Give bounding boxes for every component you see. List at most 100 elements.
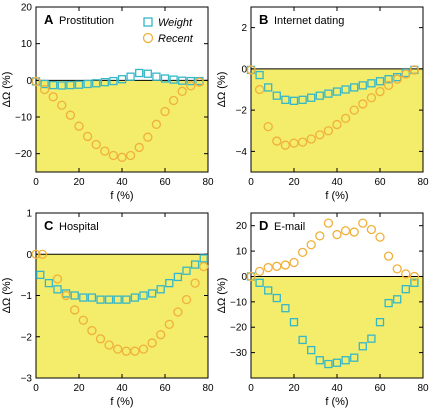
- recent-point: [392, 264, 402, 274]
- recent-point: [39, 84, 50, 95]
- panel-b: 0 20 40 60 80 −4 −2 0 2 f (%) ΔΩ (%) B Internet dati…: [216, 6, 429, 202]
- recent-point: [289, 257, 299, 268]
- x-tick-label: 60: [374, 177, 386, 188]
- recent-point: [358, 99, 368, 109]
- recent-point: [289, 138, 299, 148]
- weight-point: [156, 285, 165, 294]
- recent-point: [332, 229, 342, 240]
- x-tick-label: 80: [417, 383, 429, 394]
- x-tick-label: 40: [331, 383, 343, 394]
- series-recent: [31, 249, 209, 356]
- series-recent: [31, 76, 205, 162]
- weight-point: [83, 79, 92, 89]
- recent-point: [315, 231, 325, 241]
- recent-point: [186, 81, 196, 91]
- recent-point: [366, 224, 377, 235]
- recent-point: [323, 126, 334, 136]
- recent-point: [349, 105, 359, 115]
- recent-point: [280, 140, 291, 150]
- recent-point: [254, 266, 265, 277]
- weight-point: [367, 79, 376, 88]
- x-tick-label: 20: [288, 177, 300, 188]
- weight-point: [298, 95, 307, 104]
- weight-point: [255, 70, 264, 80]
- panel-letter: C: [44, 218, 54, 233]
- weight-point: [130, 293, 140, 302]
- weight-point: [289, 318, 299, 327]
- series-weight: [36, 254, 208, 304]
- recent-point: [349, 227, 359, 237]
- weight-point: [178, 76, 187, 85]
- y-tick-label: 0: [241, 272, 247, 283]
- weight-point: [350, 83, 359, 92]
- recent-point: [409, 65, 420, 75]
- panel-title: Hospital: [59, 221, 99, 233]
- recent-point: [340, 226, 351, 236]
- y-tick-label: 0: [26, 76, 32, 87]
- recent-point: [74, 121, 84, 131]
- weight-point: [79, 293, 88, 302]
- y-axis-label: ΔΩ (%): [1, 72, 13, 108]
- weight-point: [264, 286, 273, 295]
- weight-point: [358, 342, 367, 351]
- panel-title: Prostitution: [59, 15, 114, 27]
- recent-point: [130, 346, 140, 356]
- weight-point: [315, 356, 324, 365]
- weight-point: [384, 75, 393, 84]
- weight-point: [135, 68, 144, 78]
- panel-title: Internet dating: [274, 15, 344, 27]
- weight-point: [186, 76, 195, 86]
- recent-point: [401, 269, 411, 279]
- recent-point: [70, 305, 80, 315]
- recent-point: [297, 247, 308, 257]
- legend: Weight Recent: [142, 17, 194, 45]
- y-tick-label: −1: [21, 291, 33, 302]
- weight-point: [100, 78, 109, 87]
- weight-point: [307, 345, 316, 355]
- weight-point: [384, 298, 393, 308]
- recent-point: [168, 95, 179, 106]
- weight-point: [36, 270, 45, 280]
- weight-point: [264, 83, 273, 92]
- recent-point: [87, 325, 97, 336]
- recent-point: [315, 130, 325, 140]
- recent-point: [366, 93, 377, 103]
- y-tick-label: 20: [21, 3, 33, 14]
- weight-point: [393, 295, 402, 304]
- y-axis-label: ΔΩ (%): [216, 72, 228, 108]
- recent-point: [194, 77, 205, 87]
- weight-point: [160, 74, 170, 83]
- weight-point: [139, 291, 148, 300]
- weight-point: [298, 335, 307, 345]
- recent-point: [125, 150, 136, 161]
- x-tick-label: 0: [248, 383, 254, 394]
- recent-point: [147, 338, 157, 348]
- weight-point: [315, 91, 324, 100]
- x-tick-label: 80: [202, 383, 214, 394]
- weight-point: [57, 81, 66, 90]
- recent-point: [65, 110, 76, 120]
- recent-point: [190, 278, 200, 288]
- negative-region-fill: [251, 276, 423, 378]
- weight-point: [40, 79, 49, 89]
- recent-point: [95, 334, 106, 344]
- recent-point: [160, 106, 170, 117]
- recent-point: [306, 134, 316, 144]
- recent-point: [199, 261, 209, 272]
- recent-point: [383, 251, 394, 261]
- y-tick-label: 0: [26, 250, 32, 261]
- panel-c: 0 20 40 60 80 −3 −2 −1 0 1 f (%) ΔΩ (%) C Hospital: [1, 209, 214, 408]
- weight-point: [96, 295, 105, 304]
- x-tick-label: 0: [33, 383, 39, 394]
- weight-point: [87, 293, 97, 302]
- weight-point: [410, 278, 419, 287]
- recent-point: [297, 137, 308, 147]
- recent-point: [52, 274, 63, 284]
- panel-d: 0 20 40 60 80 −30 −20 −10 0 10 20 f (%) ΔΩ (%) D E-mai…: [216, 212, 429, 408]
- recent-point: [117, 152, 127, 162]
- x-tick-label: 0: [33, 177, 39, 188]
- x-tick-label: 20: [288, 383, 300, 394]
- x-tick-label: 40: [331, 177, 343, 188]
- weight-point: [281, 95, 290, 104]
- y-tick-label: −20: [230, 323, 247, 334]
